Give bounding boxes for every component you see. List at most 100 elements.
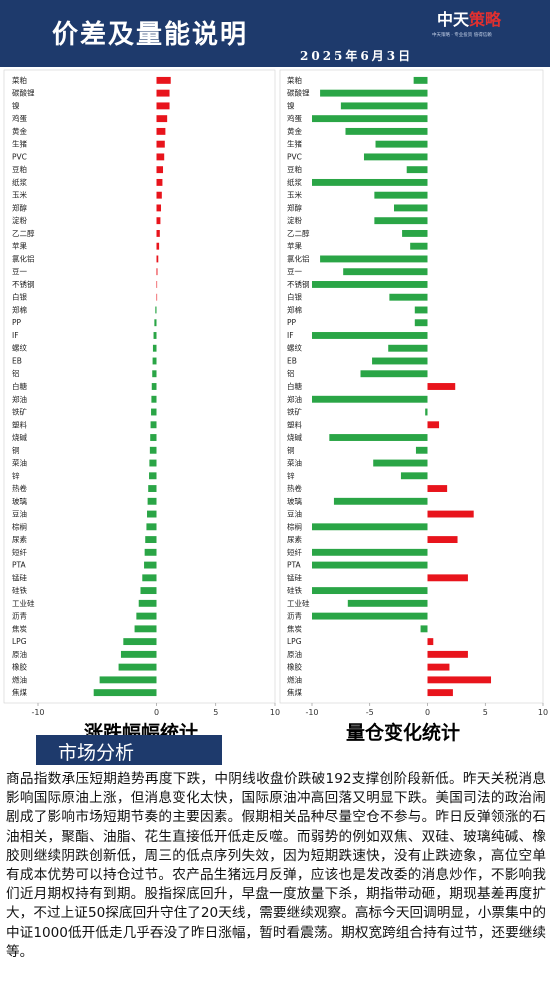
bar	[156, 89, 170, 97]
category-label: PTA	[12, 561, 27, 570]
category-label: 黄金	[287, 126, 302, 136]
bar	[118, 663, 157, 671]
bar	[427, 676, 492, 684]
brand-logo: 中天策略	[437, 6, 501, 30]
bar	[156, 102, 170, 110]
x-tick-label: 0	[425, 708, 430, 717]
bar	[146, 523, 157, 531]
bar	[152, 370, 157, 378]
category-label: 镍	[287, 100, 295, 110]
category-label: PVC	[12, 152, 27, 161]
category-label: 不锈钢	[287, 279, 310, 289]
category-label: 郑醇	[12, 202, 27, 212]
category-label: 棕榈	[12, 521, 27, 531]
category-label: IF	[287, 331, 294, 340]
bar	[148, 485, 157, 492]
bar	[363, 153, 428, 161]
bar	[427, 383, 456, 390]
bar	[156, 255, 159, 263]
bar	[388, 344, 428, 352]
bar	[312, 548, 428, 556]
category-label: 玉米	[12, 190, 27, 200]
category-label: 苹果	[287, 241, 302, 251]
bar	[156, 293, 158, 301]
bar	[156, 140, 165, 148]
bar	[374, 191, 428, 199]
bar	[156, 204, 162, 212]
category-label: 锰硅	[287, 572, 302, 582]
plot-frame	[3, 69, 276, 704]
bar	[312, 587, 428, 595]
section-title: 市场分析	[58, 742, 135, 764]
bar	[427, 536, 458, 544]
bar	[375, 140, 428, 148]
category-label: 碳酸锂	[287, 88, 310, 98]
x-tick-label: 0	[154, 708, 159, 717]
category-label: 氯化铝	[12, 253, 35, 263]
category-label: 白银	[287, 292, 302, 302]
category-label: 棕榈	[287, 521, 302, 531]
bar	[151, 408, 157, 416]
category-label: 玻璃	[12, 496, 27, 506]
bar	[312, 561, 428, 569]
category-label: 硅铁	[12, 585, 27, 595]
bar	[136, 612, 157, 620]
bar	[312, 523, 428, 531]
bar	[427, 650, 468, 658]
category-label: 焦煤	[287, 687, 302, 697]
category-label: PP	[12, 318, 22, 327]
category-label: 尿素	[287, 534, 302, 544]
category-label: 白糖	[287, 381, 302, 391]
category-label: 焦煤	[12, 687, 27, 697]
category-label: 豆油	[287, 509, 302, 519]
category-label: 原油	[12, 649, 27, 659]
category-label: 塑料	[287, 419, 302, 429]
bar	[120, 650, 157, 658]
bar	[320, 89, 428, 97]
bar	[312, 612, 428, 620]
bar	[410, 242, 428, 250]
bar	[156, 191, 162, 199]
bar	[312, 178, 428, 186]
category-label: 郑醇	[287, 202, 302, 212]
category-label: LPG	[287, 637, 302, 646]
bar	[420, 625, 428, 633]
x-tick-label: -5	[366, 708, 374, 717]
category-label: 燃油	[12, 674, 27, 684]
category-label: EB	[287, 356, 297, 365]
bar	[156, 166, 164, 174]
bar	[152, 357, 157, 365]
category-label: 工业硅	[287, 598, 310, 608]
category-label: 生猪	[287, 139, 302, 149]
x-tick-label: 5	[213, 708, 218, 717]
bar	[329, 434, 428, 441]
bar	[138, 599, 157, 607]
category-label: 沥青	[12, 611, 27, 621]
bar	[427, 689, 453, 697]
bar	[150, 421, 157, 429]
category-label: 乙二醇	[12, 228, 35, 238]
bar	[347, 599, 428, 607]
bar	[156, 115, 168, 123]
category-label: 铁矿	[287, 407, 302, 417]
x-tick-label: 10	[270, 708, 280, 717]
category-label: 郑棉	[287, 304, 302, 314]
bar	[372, 357, 428, 365]
category-label: 锰硅	[12, 572, 27, 582]
category-label: 螺纹	[12, 343, 27, 353]
category-label: IF	[12, 331, 19, 340]
bar	[373, 459, 428, 467]
bar	[156, 281, 158, 288]
category-label: 郑油	[12, 394, 27, 404]
category-label: 乙二醇	[287, 228, 310, 238]
bar	[427, 510, 474, 518]
bar	[140, 587, 157, 595]
bar	[150, 434, 157, 441]
bar	[147, 510, 157, 518]
bar	[427, 663, 450, 671]
category-label: 橡胶	[287, 662, 302, 672]
category-label: 玻璃	[287, 496, 302, 506]
category-label: 燃油	[287, 674, 302, 684]
analysis-text: 商品指数承压短期趋势再度下跌，中阴线收盘价跌破192支撑创阶段新低。昨天关税消息…	[6, 771, 546, 960]
category-label: 烧碱	[12, 432, 27, 442]
